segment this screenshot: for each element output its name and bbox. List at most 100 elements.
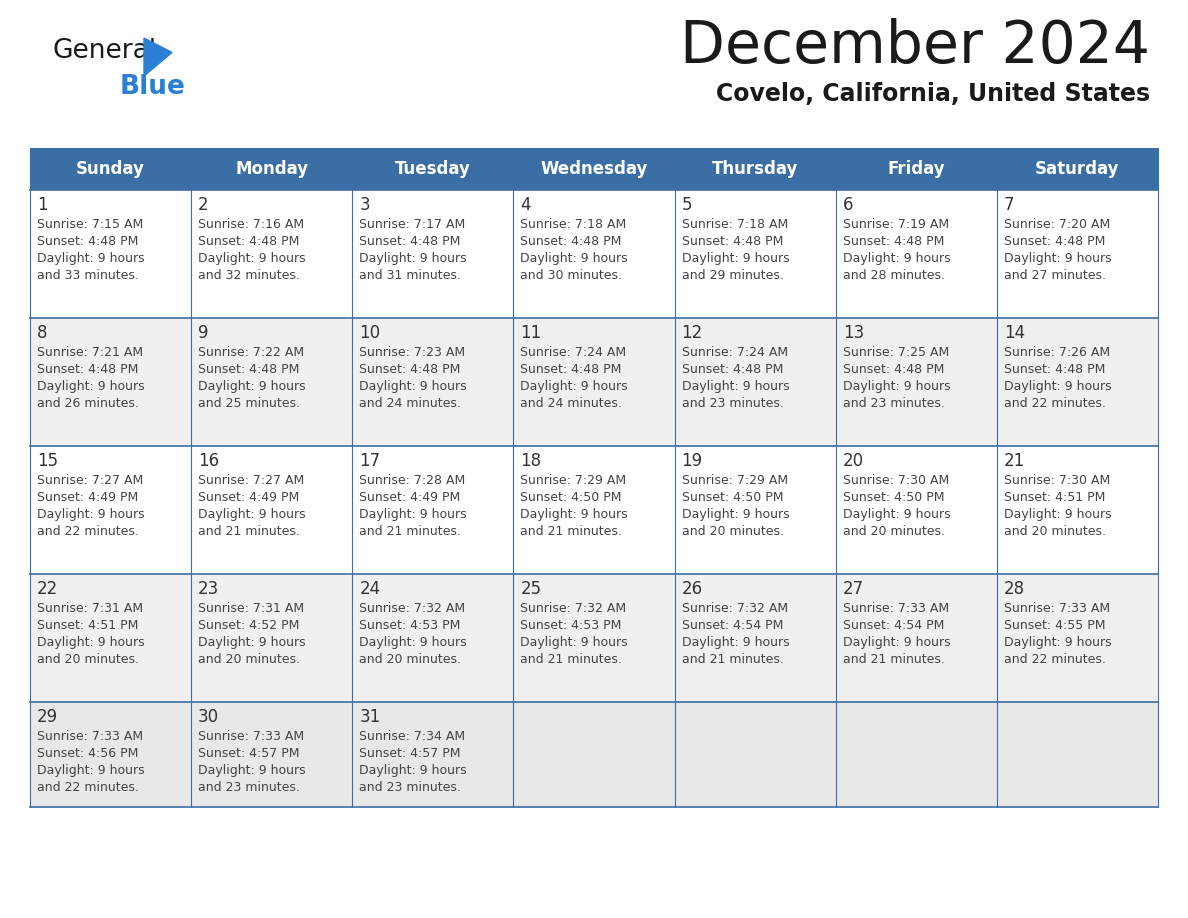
Text: Sunset: 4:48 PM: Sunset: 4:48 PM	[37, 363, 138, 376]
Text: Sunrise: 7:28 AM: Sunrise: 7:28 AM	[359, 474, 466, 487]
Text: Sunday: Sunday	[76, 160, 145, 178]
Text: Sunrise: 7:32 AM: Sunrise: 7:32 AM	[682, 602, 788, 615]
Text: 17: 17	[359, 452, 380, 470]
Text: Sunset: 4:48 PM: Sunset: 4:48 PM	[842, 363, 944, 376]
Text: Daylight: 9 hours: Daylight: 9 hours	[37, 380, 145, 393]
Text: Sunset: 4:48 PM: Sunset: 4:48 PM	[198, 363, 299, 376]
Text: Daylight: 9 hours: Daylight: 9 hours	[842, 380, 950, 393]
Text: 29: 29	[37, 708, 58, 726]
Text: and 23 minutes.: and 23 minutes.	[359, 781, 461, 794]
Text: Sunset: 4:57 PM: Sunset: 4:57 PM	[198, 747, 299, 760]
Polygon shape	[144, 38, 172, 76]
Text: and 27 minutes.: and 27 minutes.	[1004, 269, 1106, 282]
Text: 30: 30	[198, 708, 220, 726]
Text: Daylight: 9 hours: Daylight: 9 hours	[842, 252, 950, 265]
Text: Daylight: 9 hours: Daylight: 9 hours	[1004, 252, 1112, 265]
Text: Sunrise: 7:22 AM: Sunrise: 7:22 AM	[198, 346, 304, 359]
Text: Monday: Monday	[235, 160, 308, 178]
Text: Daylight: 9 hours: Daylight: 9 hours	[520, 252, 628, 265]
Text: December 2024: December 2024	[680, 18, 1150, 75]
Text: and 22 minutes.: and 22 minutes.	[37, 781, 139, 794]
Text: Sunrise: 7:33 AM: Sunrise: 7:33 AM	[198, 730, 304, 743]
Text: Sunrise: 7:19 AM: Sunrise: 7:19 AM	[842, 218, 949, 231]
Text: and 22 minutes.: and 22 minutes.	[37, 525, 139, 538]
Text: Sunrise: 7:20 AM: Sunrise: 7:20 AM	[1004, 218, 1110, 231]
Text: and 20 minutes.: and 20 minutes.	[198, 653, 301, 666]
Text: Sunrise: 7:17 AM: Sunrise: 7:17 AM	[359, 218, 466, 231]
Text: Sunrise: 7:24 AM: Sunrise: 7:24 AM	[520, 346, 626, 359]
Text: Sunrise: 7:29 AM: Sunrise: 7:29 AM	[520, 474, 626, 487]
Text: and 32 minutes.: and 32 minutes.	[198, 269, 301, 282]
Text: Sunrise: 7:34 AM: Sunrise: 7:34 AM	[359, 730, 466, 743]
Text: General: General	[52, 38, 156, 64]
Text: and 24 minutes.: and 24 minutes.	[359, 397, 461, 410]
Text: Wednesday: Wednesday	[541, 160, 647, 178]
Bar	[30, 446, 1158, 574]
Text: Sunrise: 7:18 AM: Sunrise: 7:18 AM	[520, 218, 627, 231]
Text: Sunset: 4:48 PM: Sunset: 4:48 PM	[37, 235, 138, 248]
Text: and 21 minutes.: and 21 minutes.	[198, 525, 301, 538]
Text: Sunrise: 7:23 AM: Sunrise: 7:23 AM	[359, 346, 466, 359]
Text: Daylight: 9 hours: Daylight: 9 hours	[682, 636, 789, 649]
Text: Daylight: 9 hours: Daylight: 9 hours	[682, 508, 789, 521]
Text: Daylight: 9 hours: Daylight: 9 hours	[359, 636, 467, 649]
Text: 25: 25	[520, 580, 542, 598]
Text: Sunset: 4:51 PM: Sunset: 4:51 PM	[1004, 491, 1105, 504]
Text: Sunset: 4:48 PM: Sunset: 4:48 PM	[682, 363, 783, 376]
Text: Sunrise: 7:31 AM: Sunrise: 7:31 AM	[198, 602, 304, 615]
Text: 10: 10	[359, 324, 380, 342]
Text: and 20 minutes.: and 20 minutes.	[359, 653, 461, 666]
Text: Daylight: 9 hours: Daylight: 9 hours	[520, 508, 628, 521]
Text: 19: 19	[682, 452, 702, 470]
Text: 3: 3	[359, 196, 369, 214]
Text: 15: 15	[37, 452, 58, 470]
Text: Sunset: 4:48 PM: Sunset: 4:48 PM	[1004, 235, 1105, 248]
Text: Daylight: 9 hours: Daylight: 9 hours	[520, 636, 628, 649]
Text: 28: 28	[1004, 580, 1025, 598]
Text: Daylight: 9 hours: Daylight: 9 hours	[359, 508, 467, 521]
Text: 27: 27	[842, 580, 864, 598]
Text: Sunset: 4:48 PM: Sunset: 4:48 PM	[520, 235, 621, 248]
Text: Sunset: 4:52 PM: Sunset: 4:52 PM	[198, 619, 299, 632]
Text: Sunset: 4:55 PM: Sunset: 4:55 PM	[1004, 619, 1105, 632]
Text: Sunset: 4:48 PM: Sunset: 4:48 PM	[842, 235, 944, 248]
Text: Sunrise: 7:30 AM: Sunrise: 7:30 AM	[842, 474, 949, 487]
Text: 5: 5	[682, 196, 693, 214]
Text: Daylight: 9 hours: Daylight: 9 hours	[682, 380, 789, 393]
Text: Sunset: 4:48 PM: Sunset: 4:48 PM	[520, 363, 621, 376]
Text: Sunrise: 7:32 AM: Sunrise: 7:32 AM	[520, 602, 626, 615]
Text: Daylight: 9 hours: Daylight: 9 hours	[198, 380, 305, 393]
Text: Friday: Friday	[887, 160, 946, 178]
Text: 16: 16	[198, 452, 220, 470]
Text: Daylight: 9 hours: Daylight: 9 hours	[842, 636, 950, 649]
Text: Sunrise: 7:30 AM: Sunrise: 7:30 AM	[1004, 474, 1110, 487]
Text: and 23 minutes.: and 23 minutes.	[682, 397, 783, 410]
Text: Sunrise: 7:33 AM: Sunrise: 7:33 AM	[37, 730, 143, 743]
Text: Sunset: 4:50 PM: Sunset: 4:50 PM	[842, 491, 944, 504]
Text: Daylight: 9 hours: Daylight: 9 hours	[37, 252, 145, 265]
Text: 14: 14	[1004, 324, 1025, 342]
Text: and 23 minutes.: and 23 minutes.	[842, 397, 944, 410]
Text: and 28 minutes.: and 28 minutes.	[842, 269, 944, 282]
Text: 2: 2	[198, 196, 209, 214]
Text: Sunrise: 7:16 AM: Sunrise: 7:16 AM	[198, 218, 304, 231]
Text: 7: 7	[1004, 196, 1015, 214]
Text: 18: 18	[520, 452, 542, 470]
Text: Sunrise: 7:29 AM: Sunrise: 7:29 AM	[682, 474, 788, 487]
Text: Tuesday: Tuesday	[394, 160, 470, 178]
Text: Daylight: 9 hours: Daylight: 9 hours	[359, 764, 467, 777]
Text: and 20 minutes.: and 20 minutes.	[682, 525, 784, 538]
Text: Sunrise: 7:31 AM: Sunrise: 7:31 AM	[37, 602, 143, 615]
Text: Daylight: 9 hours: Daylight: 9 hours	[359, 252, 467, 265]
Text: Sunset: 4:54 PM: Sunset: 4:54 PM	[682, 619, 783, 632]
Text: Sunset: 4:50 PM: Sunset: 4:50 PM	[682, 491, 783, 504]
Text: Daylight: 9 hours: Daylight: 9 hours	[359, 380, 467, 393]
Text: Sunset: 4:48 PM: Sunset: 4:48 PM	[359, 363, 461, 376]
Text: Sunset: 4:53 PM: Sunset: 4:53 PM	[359, 619, 461, 632]
Text: Sunrise: 7:21 AM: Sunrise: 7:21 AM	[37, 346, 143, 359]
Text: 1: 1	[37, 196, 48, 214]
Text: Sunset: 4:53 PM: Sunset: 4:53 PM	[520, 619, 621, 632]
Text: and 21 minutes.: and 21 minutes.	[682, 653, 783, 666]
Text: Sunset: 4:51 PM: Sunset: 4:51 PM	[37, 619, 138, 632]
Text: and 21 minutes.: and 21 minutes.	[520, 653, 623, 666]
